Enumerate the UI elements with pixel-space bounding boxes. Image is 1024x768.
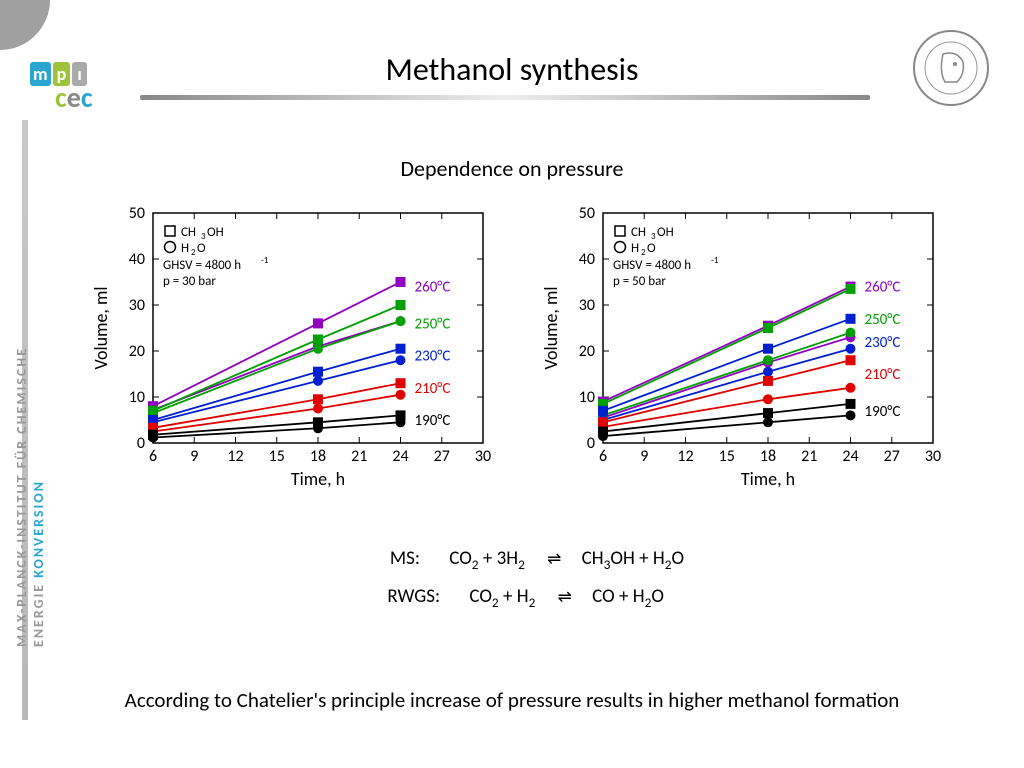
svg-text:OH: OH [657, 225, 674, 240]
svg-text:260°C: 260°C [865, 279, 901, 297]
svg-text:H: H [631, 241, 639, 256]
svg-text:O: O [197, 241, 206, 256]
ms-label: MS: [340, 540, 420, 578]
svg-text:210°C: 210°C [415, 380, 451, 398]
equilibrium-arrow-icon: ⇌ [547, 542, 559, 576]
svg-text:-1: -1 [261, 255, 269, 266]
svg-text:12: 12 [677, 447, 693, 466]
svg-text:2: 2 [191, 247, 196, 258]
svg-text:p = 50 bar: p = 50 bar [613, 274, 666, 289]
svg-text:2: 2 [641, 247, 646, 258]
chart-50bar: 6 9 12 15 18 21 24 27 30 0 10 20 30 40 50 Time, h Volume… [535, 195, 955, 495]
svg-text:24: 24 [392, 447, 408, 466]
svg-text:H: H [181, 241, 189, 256]
svg-text:30: 30 [925, 447, 941, 466]
svg-text:GHSV = 4800 h: GHSV = 4800 h [163, 258, 241, 273]
svg-text:CH: CH [181, 225, 196, 240]
svg-text:10: 10 [129, 388, 145, 407]
equation-ms: MS: CO2 + 3H2 ⇌ CH3OH + H2O [0, 540, 1024, 578]
svg-text:230°C: 230°C [865, 334, 901, 352]
svg-text:21: 21 [801, 447, 817, 466]
svg-text:21: 21 [351, 447, 367, 466]
equilibrium-arrow-icon: ⇌ [558, 580, 570, 614]
svg-text:0: 0 [137, 434, 145, 453]
svg-text:Time, h: Time, h [741, 468, 795, 490]
rwgs-right: CO + H2O [592, 585, 664, 608]
sidebar: MAX-PLANCK-INSTITUT FÜR CHEMISCHE ENERGI… [0, 0, 50, 768]
svg-text:30: 30 [579, 296, 595, 315]
svg-text:40: 40 [579, 250, 595, 269]
svg-text:190°C: 190°C [865, 403, 901, 421]
svg-text:50: 50 [579, 204, 595, 223]
svg-text:6: 6 [599, 447, 607, 466]
svg-text:OH: OH [207, 225, 224, 240]
svg-text:9: 9 [640, 447, 648, 466]
sidebar-corner [0, 0, 50, 50]
svg-text:Volume, ml: Volume, ml [540, 287, 562, 370]
equation-rwgs: RWGS: CO2 + H2 ⇌ CO + H2O [0, 578, 1024, 616]
svg-text:50: 50 [129, 204, 145, 223]
svg-text:Time, h: Time, h [291, 468, 345, 490]
svg-text:210°C: 210°C [865, 366, 901, 384]
svg-text:27: 27 [434, 447, 450, 466]
svg-text:30: 30 [129, 296, 145, 315]
title-divider [140, 95, 870, 100]
svg-text:18: 18 [760, 447, 776, 466]
svg-text:230°C: 230°C [415, 348, 451, 366]
conclusion-text: According to Chatelier's principle incre… [0, 687, 1024, 713]
equations: MS: CO2 + 3H2 ⇌ CH3OH + H2O RWGS: CO2 + … [0, 540, 1024, 617]
svg-text:250°C: 250°C [865, 311, 901, 329]
svg-text:0: 0 [587, 434, 595, 453]
rwgs-left: CO2 + H2 [469, 585, 535, 608]
rwgs-label: RWGS: [360, 578, 440, 616]
svg-text:250°C: 250°C [415, 315, 451, 333]
svg-text:190°C: 190°C [415, 412, 451, 430]
svg-text:15: 15 [269, 447, 285, 466]
svg-text:20: 20 [579, 342, 595, 361]
chart-30bar: 6 9 12 15 18 21 24 27 30 0 10 20 30 40 50 Time, h Volume… [85, 195, 505, 495]
svg-text:10: 10 [579, 388, 595, 407]
svg-text:24: 24 [842, 447, 858, 466]
svg-text:6: 6 [149, 447, 157, 466]
svg-text:p = 30 bar: p = 30 bar [163, 274, 216, 289]
ms-right: CH3OH + H2O [582, 547, 684, 570]
svg-text:40: 40 [129, 250, 145, 269]
svg-text:27: 27 [884, 447, 900, 466]
svg-text:-1: -1 [711, 255, 719, 266]
svg-text:20: 20 [129, 342, 145, 361]
svg-text:18: 18 [310, 447, 326, 466]
page-title: Methanol synthesis [0, 50, 1024, 89]
svg-text:260°C: 260°C [415, 279, 451, 297]
svg-text:15: 15 [719, 447, 735, 466]
svg-text:GHSV = 4800 h: GHSV = 4800 h [613, 258, 691, 273]
svg-text:9: 9 [190, 447, 198, 466]
svg-text:O: O [647, 241, 656, 256]
svg-text:30: 30 [475, 447, 491, 466]
svg-text:CH: CH [631, 225, 646, 240]
svg-text:Volume, ml: Volume, ml [90, 287, 112, 370]
subtitle: Dependence on pressure [0, 155, 1024, 182]
svg-text:12: 12 [227, 447, 243, 466]
ms-left: CO2 + 3H2 [449, 547, 525, 570]
